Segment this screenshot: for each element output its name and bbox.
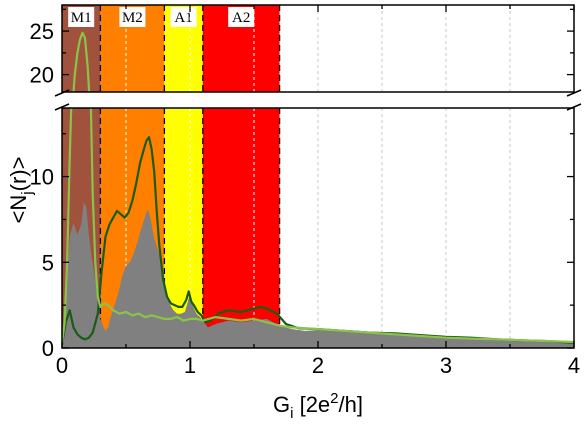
ticks-layer: 0 1 2 3 4 0 5 10 20 25 [30, 5, 580, 378]
x-axis-label: Gi [2e2/h] [273, 390, 363, 422]
axis-break-mark [566, 89, 582, 97]
axis-break-mark [54, 103, 70, 111]
x-tick-label: 3 [440, 353, 452, 378]
region-label-m2: M2 [122, 10, 143, 26]
region-label-box [228, 7, 255, 27]
x-tick-label: 0 [56, 353, 68, 378]
region-label-m1: M1 [71, 10, 92, 26]
series-2-upper [72, 31, 91, 92]
y-tick-label: 10 [30, 165, 54, 190]
series-layer [62, 31, 574, 348]
x-tick-label: 2 [312, 353, 324, 378]
y-tick-label: 5 [42, 250, 54, 275]
area-series [62, 202, 574, 348]
x-tick-label: 1 [184, 353, 196, 378]
axis-break-mark [54, 89, 70, 97]
axis-break-gap [54, 93, 582, 107]
axis-break-mark [566, 103, 582, 111]
region-label-a1: A1 [174, 10, 192, 26]
region-label-a2: A2 [232, 10, 250, 26]
series-2-lower [62, 108, 574, 344]
series-0-lower [62, 202, 574, 348]
x-tick-label: 4 [568, 353, 580, 378]
region-label-box [68, 7, 95, 27]
line-series [72, 31, 91, 92]
y-axis-label: <Nj(r)> [6, 157, 36, 224]
line-series [62, 108, 574, 344]
y-tick-label: 0 [42, 336, 54, 361]
y-tick-label-upper: 25 [30, 19, 54, 44]
y-tick-label-upper: 20 [30, 63, 54, 88]
